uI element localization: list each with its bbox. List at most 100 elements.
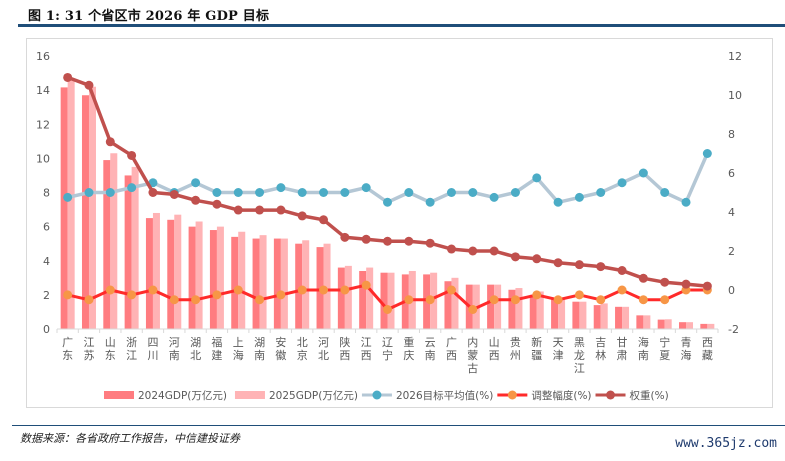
x-tick-label: 江苏: [83, 336, 94, 362]
adjustment-point: [468, 305, 478, 314]
target-avg-point: [446, 188, 456, 197]
x-tick-label: 北京: [297, 336, 308, 362]
target-avg-point: [681, 197, 691, 207]
adjustment-point: [383, 305, 392, 314]
title-divider: [18, 24, 785, 27]
weight-point: [276, 205, 286, 215]
right-axis-tick-label: 6: [728, 167, 735, 180]
bar-2024gdp: [444, 281, 452, 329]
bar-2025gdp: [579, 301, 587, 329]
weight-point: [468, 246, 478, 256]
bar-2024gdp: [273, 238, 281, 329]
right-axis-tick-label: 8: [728, 128, 735, 141]
bar-2024gdp: [615, 306, 623, 329]
adjustment-point: [404, 295, 414, 305]
adjustment-point: [297, 285, 307, 295]
bar-2025gdp: [238, 231, 246, 329]
bar-2025gdp: [558, 298, 566, 329]
adjustment-point: [340, 285, 350, 295]
x-tick-label: 新疆: [531, 335, 542, 362]
x-tick-label: 河北: [318, 336, 329, 362]
weight-line: [67, 75, 708, 288]
target-avg-point: [361, 183, 371, 193]
weight-point: [148, 188, 158, 197]
bar-2024gdp: [657, 319, 665, 329]
target-avg-point: [510, 188, 520, 197]
adjustment-point: [148, 285, 158, 295]
adjustment-point: [212, 290, 222, 300]
x-tick-label: 上海: [233, 336, 244, 362]
data-source: 数据来源：各省政府工作报告，中信建投证券: [20, 432, 240, 445]
bar-2024gdp: [60, 87, 68, 330]
weight-point: [404, 236, 414, 246]
weight-point: [383, 236, 392, 246]
x-tick-label: 广西: [446, 336, 457, 362]
bar-2025gdp: [686, 322, 694, 329]
adjustment-point: [276, 290, 286, 300]
x-tick-label: 四川: [147, 336, 158, 362]
weight-point: [638, 273, 648, 283]
weight-point: [660, 277, 670, 287]
bar-2025gdp: [195, 221, 203, 329]
target-avg-point: [702, 149, 712, 158]
target-avg-point: [276, 183, 286, 193]
bar-2025gdp: [302, 240, 310, 329]
x-tick-label: 湖北: [190, 336, 201, 362]
adjustment-point: [105, 285, 115, 295]
left-axis-tick-label: 4: [43, 255, 50, 268]
adjustment-point: [255, 295, 265, 305]
bar-2024gdp: [188, 226, 196, 329]
bar-2024gdp: [380, 272, 388, 329]
bar-2025gdp: [643, 315, 651, 329]
bar-2024gdp: [359, 270, 367, 329]
legend-label: 2024GDP(万亿元): [138, 389, 227, 402]
bar-2024gdp: [295, 243, 303, 329]
bar-2025gdp: [259, 235, 267, 329]
bar-2025gdp: [707, 323, 715, 329]
bar-2024gdp: [103, 160, 111, 329]
bar-2025gdp: [515, 288, 523, 329]
weight-point: [297, 211, 307, 221]
target-avg-point: [191, 178, 201, 188]
target-avg-point: [404, 188, 414, 197]
right-axis-tick-label: -2: [728, 323, 739, 336]
bar-2024gdp: [679, 322, 687, 329]
legend-label: 2026目标平均值(%): [396, 389, 493, 402]
adjustment-point: [425, 295, 435, 305]
weight-point: [425, 238, 435, 248]
target-avg-point: [553, 197, 563, 207]
weight-legend-marker: [606, 390, 616, 400]
target-avg-point: [340, 188, 350, 197]
bar-2024gdp: [508, 289, 516, 329]
x-tick-label: 安徽: [275, 335, 286, 362]
legend-swatch-2024gdp: [104, 391, 134, 399]
bar-2024gdp: [231, 236, 239, 329]
left-axis-tick-label: 0: [43, 323, 50, 336]
bar-2024gdp: [551, 298, 559, 329]
adjustment-point: [574, 290, 584, 300]
bar-2024gdp: [337, 267, 345, 329]
x-tick-label: 湖南: [254, 336, 265, 362]
weight-point: [361, 234, 371, 244]
bar-2024gdp: [529, 294, 537, 329]
chart-title: 图 1: 31 个省区市 2026 年 GDP 目标: [28, 9, 270, 24]
weight-point: [553, 258, 563, 268]
adjustment-point: [127, 290, 137, 300]
x-tick-label: 贵州: [510, 336, 521, 362]
target-avg-point: [127, 183, 137, 193]
weight-point: [191, 195, 201, 205]
weight-point: [340, 232, 350, 242]
bar-2025gdp: [344, 265, 352, 329]
target-avg-legend-marker: [372, 390, 382, 400]
x-tick-label: 广东: [62, 336, 73, 362]
weight-point: [212, 199, 222, 209]
bar-2025gdp: [110, 153, 118, 329]
target-avg-point: [383, 197, 392, 207]
right-axis-tick-label: 4: [728, 206, 735, 219]
weight-point: [169, 189, 179, 199]
bar-2025gdp: [494, 284, 502, 329]
adjustment-point: [489, 295, 499, 305]
adjustment-point: [617, 285, 627, 295]
weight-point: [596, 262, 606, 272]
